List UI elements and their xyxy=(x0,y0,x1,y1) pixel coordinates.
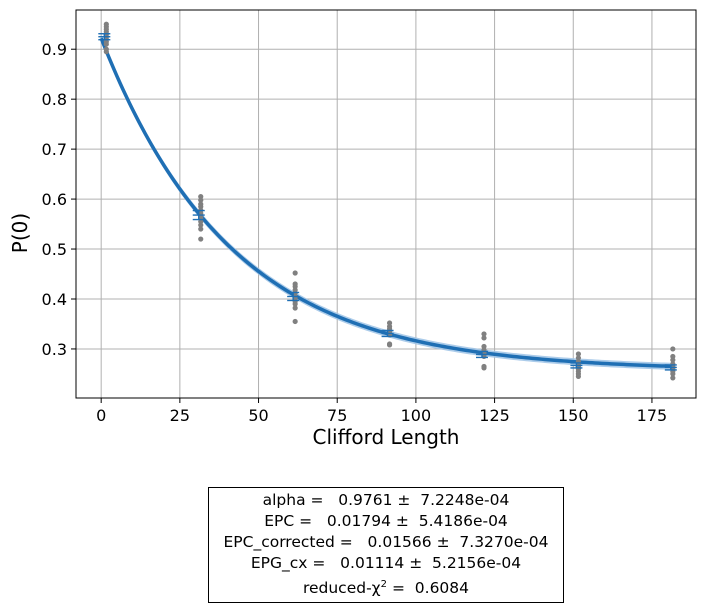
x-tick-label: 125 xyxy=(479,406,510,425)
rb-decay-chart: 0 25 50 75 100 125 150 175 0.3 0.4 0.5 0.6 0.7 0.8 0.9… xyxy=(8,9,697,449)
epg-cx-stat: EPG_cx = 0.01114 ± 5.2156e-04 xyxy=(250,554,522,573)
y-tick-label: 0.6 xyxy=(42,190,67,209)
sample-point xyxy=(103,49,109,55)
x-tick-label: 75 xyxy=(327,406,347,425)
chi2-prefix: reduced-χ xyxy=(302,579,381,598)
y-tick-label: 0.9 xyxy=(42,40,67,59)
chi2-exponent: 2 xyxy=(380,579,388,591)
fit-curve xyxy=(99,37,675,369)
sample-point xyxy=(481,335,487,341)
sample-point xyxy=(198,222,204,228)
alpha-stat: alpha = 0.9761 ± 7.2248e-04 xyxy=(262,491,510,510)
fit-confidence-band xyxy=(101,34,674,370)
x-tick-label: 50 xyxy=(248,406,268,425)
chi2-suffix: = 0.6084 xyxy=(387,579,470,598)
sample-point xyxy=(670,371,676,377)
fit-curve-layer xyxy=(99,37,675,369)
epc-corrected-stat: EPC_corrected = 0.01566 ± 7.3270e-04 xyxy=(223,533,549,552)
y-axis-label: P(0) xyxy=(8,213,32,253)
sample-point xyxy=(386,342,393,348)
sample-point xyxy=(292,301,298,307)
sample-point xyxy=(575,373,582,380)
y-tick-label: 0.3 xyxy=(42,340,67,359)
x-tick-label: 25 xyxy=(170,406,190,425)
reduced-chi2-stat: reduced-χ2 = 0.6084 xyxy=(303,574,469,599)
plot-frame xyxy=(75,9,697,399)
sample-point xyxy=(198,197,204,203)
sample-point xyxy=(292,318,298,325)
sample-point xyxy=(670,346,676,352)
sample-point xyxy=(481,365,487,371)
x-tick-label: 150 xyxy=(558,406,589,425)
axis-ticks: 0 25 50 75 100 125 150 175 0.3 0.4 0.5 0.6 0.7 0.8 0.9 xyxy=(42,40,668,425)
y-tick-label: 0.7 xyxy=(42,140,67,159)
x-tick-label: 0 xyxy=(96,406,106,425)
x-tick-label: 100 xyxy=(401,406,432,425)
fit-statistics-box: alpha = 0.9761 ± 7.2248e-04 EPC = 0.0179… xyxy=(208,487,564,603)
sample-point xyxy=(575,351,582,357)
sample-point xyxy=(670,375,676,381)
sample-point xyxy=(481,331,487,337)
sample-point xyxy=(292,270,298,276)
grid-lines xyxy=(76,10,696,398)
x-axis-label: Clifford Length xyxy=(312,425,459,449)
y-tick-label: 0.5 xyxy=(42,240,67,259)
sample-point xyxy=(670,357,676,363)
sample-point xyxy=(198,226,204,232)
sample-point xyxy=(198,236,204,242)
fit-confidence-band-layer xyxy=(101,34,674,370)
sample-point xyxy=(292,305,298,311)
x-tick-label: 175 xyxy=(637,406,668,425)
y-tick-label: 0.4 xyxy=(42,290,67,309)
mean-errorbar-layer xyxy=(98,33,677,371)
y-tick-label: 0.8 xyxy=(42,90,67,109)
sample-point xyxy=(103,41,109,47)
epc-stat: EPC = 0.01794 ± 5.4186e-04 xyxy=(264,512,508,531)
